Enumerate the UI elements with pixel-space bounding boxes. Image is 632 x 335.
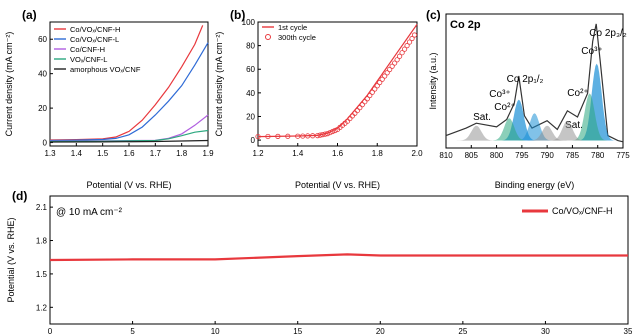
x-tick-label: 1.4: [71, 149, 83, 158]
xps-annotation: Co²⁺: [494, 102, 515, 113]
xps-annotation: Co³⁺: [489, 89, 510, 100]
x-tick-label: 1.5: [97, 149, 109, 158]
series-point-300th-cycle: [358, 105, 362, 109]
y-tick-label: 40: [246, 89, 255, 98]
x-tick-label: 1.4: [292, 149, 304, 158]
x-tick-label: 800: [490, 151, 504, 160]
series-line-2: [50, 115, 208, 141]
x-tick-label: 10: [211, 327, 220, 335]
y-tick-label: 1.8: [36, 237, 48, 246]
legend-label: amorphous VOₓ/CNF: [70, 65, 141, 74]
series-line-0: [50, 254, 628, 260]
series-point-300th-cycle: [350, 114, 354, 118]
x-tick-label: 1.2: [252, 149, 264, 158]
y-axis-label: Current density (mA cm⁻²): [4, 32, 14, 137]
series-point-300th-cycle: [353, 111, 357, 115]
y-tick-label: 20: [246, 112, 255, 121]
xps-annotation: Co 2p₃/₂: [589, 28, 627, 39]
x-tick-label: 20: [376, 327, 385, 335]
x-axis-label: Potential (V vs. RHE): [295, 180, 380, 190]
y-axis-label: Intensity (a.u.): [428, 52, 438, 109]
x-tick-label: 775: [616, 151, 630, 160]
series-point-300th-cycle: [363, 100, 367, 104]
x-tick-label: 25: [458, 327, 467, 335]
y-axis-label: Current density (mA cm⁻²): [214, 32, 224, 137]
legend-label: 300th cycle: [278, 33, 316, 42]
x-tick-label: 1.6: [123, 149, 135, 158]
y-tick-label: 100: [242, 18, 256, 27]
y-tick-label: 60: [38, 35, 47, 44]
x-tick-label: 15: [293, 327, 302, 335]
y-tick-label: 80: [246, 42, 255, 51]
y-tick-label: 20: [38, 104, 47, 113]
x-tick-label: 795: [515, 151, 529, 160]
xps-annotation: Co²⁺: [567, 88, 588, 99]
y-tick-label: 0: [43, 139, 48, 148]
y-tick-label: 60: [246, 65, 255, 74]
panel-b: (b) 1.2 1.4 1.6 1.8 2.0 0 20 40 60 80 100 Potential …: [214, 8, 423, 190]
legend-label: Co/VOₓ/CNF-L: [70, 35, 119, 44]
xps-annotation: Sat.: [473, 112, 491, 123]
x-tick-label: 785: [566, 151, 580, 160]
panel-label: (a): [22, 8, 37, 22]
series-point-300th-cycle: [360, 102, 364, 106]
x-axis-label: Binding energy (eV): [495, 180, 575, 190]
y-tick-label: 0: [251, 136, 256, 145]
panel-d: (d) 0 5 10 15 20 25 30 35 1.2 1.5 1.8 2.1 Potential (…: [6, 189, 632, 335]
legend-label: Co/VOₓ/CNF-H: [70, 25, 120, 34]
y-tick-label: 2.1: [36, 203, 48, 212]
xps-annotation: Co 2p₁/₂: [507, 74, 544, 85]
x-axis-label: Potential (V vs. RHE): [86, 180, 171, 190]
x-tick-label: 1.7: [150, 149, 162, 158]
y-axis-label: Potential (V vs. RHE): [6, 217, 16, 302]
xps-peak-fill: [456, 126, 497, 141]
condition-label: @ 10 mA cm⁻²: [56, 207, 123, 218]
y-tick-label: 1.2: [36, 303, 48, 312]
series-point-300th-cycle: [412, 33, 416, 37]
panel-c: (c) 810 805 800 795 790 785 780 775 Binding energ…: [426, 8, 630, 190]
legend-label: 1st cycle: [278, 23, 307, 32]
panel-a: (a) 1.3 1.4 1.5 1.6 1.7 1.8 1.9 0 20 40 60 Potential…: [4, 8, 214, 190]
xps-annotation: Co³⁺: [581, 46, 602, 57]
xps-title: Co 2p: [450, 19, 481, 31]
x-tick-label: 2.0: [411, 149, 423, 158]
x-tick-label: 810: [439, 151, 453, 160]
legend-label: Co/VOₓ/CNF-H: [552, 206, 612, 216]
x-tick-label: 1.8: [176, 149, 188, 158]
x-tick-label: 1.3: [44, 149, 56, 158]
x-tick-label: 790: [540, 151, 554, 160]
panel-label: (d): [12, 189, 27, 203]
x-tick-label: 30: [541, 327, 550, 335]
x-tick-label: 5: [130, 327, 135, 335]
y-tick-label: 40: [38, 70, 47, 79]
x-tick-label: 1.6: [332, 149, 344, 158]
x-tick-label: 780: [591, 151, 605, 160]
x-tick-label: 1.9: [202, 149, 214, 158]
x-tick-label: 35: [624, 327, 632, 335]
x-tick-label: 805: [465, 151, 479, 160]
legend-label: VOₓ/CNF-L: [70, 55, 107, 64]
legend-label: Co/CNF-H: [70, 45, 105, 54]
x-tick-label: 1.8: [372, 149, 384, 158]
y-tick-label: 1.5: [36, 270, 48, 279]
series-point-300th-cycle: [355, 108, 359, 112]
panel-label: (c): [426, 8, 441, 22]
legend-marker: [266, 35, 271, 40]
x-tick-label: 0: [48, 327, 53, 335]
